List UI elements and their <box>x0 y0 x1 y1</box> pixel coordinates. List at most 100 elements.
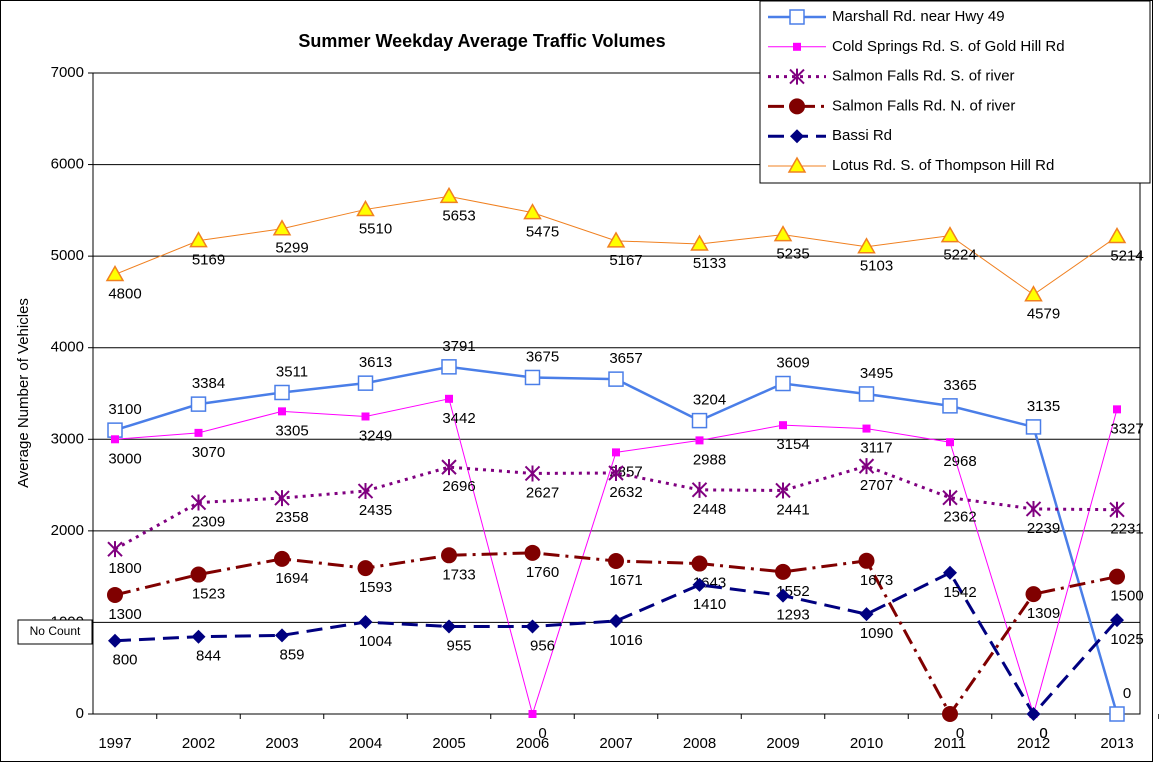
marker <box>1026 707 1041 721</box>
marker <box>107 541 123 558</box>
marker <box>190 494 207 511</box>
data-label: 2448 <box>693 501 726 518</box>
legend-label: Salmon Falls Rd. N. of river <box>832 97 1015 114</box>
marker <box>787 156 807 173</box>
data-label: 3000 <box>108 450 141 467</box>
annotation: No Count <box>30 624 81 638</box>
data-label: 2988 <box>693 451 726 468</box>
marker <box>1110 613 1124 628</box>
marker <box>194 428 203 437</box>
data-label: 2857 <box>609 463 642 480</box>
x-tick-label: 2003 <box>265 735 298 752</box>
data-label: 3154 <box>776 436 809 453</box>
marker <box>1024 285 1043 302</box>
plot-border <box>92 72 1141 715</box>
marker <box>943 565 957 580</box>
y-axis-label: Average Number of Vehicles <box>15 298 32 488</box>
data-label: 3791 <box>442 338 475 355</box>
legend-label: Lotus Rd. S. of Thompson Hill Rd <box>832 157 1054 174</box>
marker <box>940 226 960 243</box>
data-label: 3135 <box>1027 398 1060 415</box>
data-label: 3675 <box>526 348 559 365</box>
data-label: 2358 <box>275 509 308 526</box>
marker <box>272 219 292 236</box>
annotation-box <box>17 619 93 645</box>
x-tick-label: 2009 <box>766 735 799 752</box>
data-label: 3117 <box>860 440 892 457</box>
data-label: 1593 <box>359 579 392 596</box>
marker <box>523 203 542 220</box>
legend: Marshall Rd. near Hwy 49 Cold Springs Rd.… <box>759 0 1151 184</box>
data-label: 3204 <box>693 392 726 409</box>
series: 1800 2309 2358 2435 2696 2627 2632 2448 2441 2707… <box>107 458 1144 577</box>
marker <box>361 412 370 421</box>
data-label: 2231 <box>1110 521 1143 538</box>
marker <box>442 619 456 634</box>
marker <box>775 563 791 580</box>
y-tick-label: 6000 <box>51 156 84 173</box>
marker <box>1109 501 1125 518</box>
data-label: 5103 <box>860 258 893 275</box>
marker <box>691 555 708 572</box>
data-label: 1542 <box>943 584 976 601</box>
marker <box>525 619 540 634</box>
marker <box>776 588 790 603</box>
marker <box>441 459 457 476</box>
marker <box>439 186 459 204</box>
marker <box>946 438 954 447</box>
data-label: 4579 <box>1027 306 1060 323</box>
data-label: 5167 <box>609 252 642 269</box>
data-label: 1025 <box>1110 631 1143 648</box>
data-label: 955 <box>446 638 471 655</box>
marker <box>275 628 289 643</box>
data-label: 2435 <box>359 502 392 519</box>
y-tick-label: 2000 <box>51 522 84 539</box>
data-label: 3249 <box>359 427 392 444</box>
y-tick-label: 0 <box>76 705 84 722</box>
data-label: 3384 <box>192 375 225 392</box>
marker <box>107 422 123 438</box>
y-tick-label: 7000 <box>51 64 84 81</box>
data-label: 800 <box>112 652 137 669</box>
marker <box>274 490 290 507</box>
x-tick-label: 2012 <box>1017 735 1050 752</box>
marker <box>278 407 286 416</box>
x-tick-label: 1997 <box>98 735 131 752</box>
marker <box>608 464 624 481</box>
series: 3100 3384 3511 3613 3791 3675 3657 3204 3609 3495… <box>107 338 1131 722</box>
data-label: 5475 <box>526 224 559 241</box>
marker <box>1025 500 1042 517</box>
x-tick-label: 2010 <box>850 735 883 752</box>
marker <box>862 424 871 433</box>
data-label: 3365 <box>943 377 976 394</box>
data-label: 3100 <box>108 401 141 418</box>
data-label: 1673 <box>860 572 893 589</box>
marker <box>1109 706 1125 722</box>
series: 3000 3070 3305 3249 3442 0 2857 2988 3154 3117 296… <box>108 394 1144 742</box>
marker <box>790 129 804 144</box>
chart-title: Summer Weekday Average Traffic Volumes <box>298 31 665 51</box>
data-label: 2627 <box>526 484 559 501</box>
legend-label: Salmon Falls Rd. S. of river <box>832 68 1015 85</box>
y-tick-label: 5000 <box>51 247 84 264</box>
marker <box>612 448 620 457</box>
marker <box>357 560 374 577</box>
series: 4800 5169 5299 5510 5653 5475 5167 5133 5235 5103… <box>105 186 1144 323</box>
data-label: 3070 <box>192 444 225 461</box>
marker <box>1025 586 1042 603</box>
marker <box>445 394 453 403</box>
marker <box>942 398 958 414</box>
data-label: 1760 <box>526 564 559 581</box>
marker <box>105 264 125 282</box>
data-label: 3442 <box>442 410 475 427</box>
series: 800 844 859 1004 955 956 1016 1410 1293 1090 1542 0… <box>108 565 1144 742</box>
marker <box>789 68 805 85</box>
data-label: 1500 <box>1110 588 1143 605</box>
marker <box>274 384 290 401</box>
data-label: 2696 <box>442 478 475 495</box>
marker <box>859 607 874 622</box>
marker <box>690 234 709 251</box>
marker <box>524 465 541 482</box>
marker <box>441 547 457 564</box>
data-label: 1300 <box>108 606 141 623</box>
